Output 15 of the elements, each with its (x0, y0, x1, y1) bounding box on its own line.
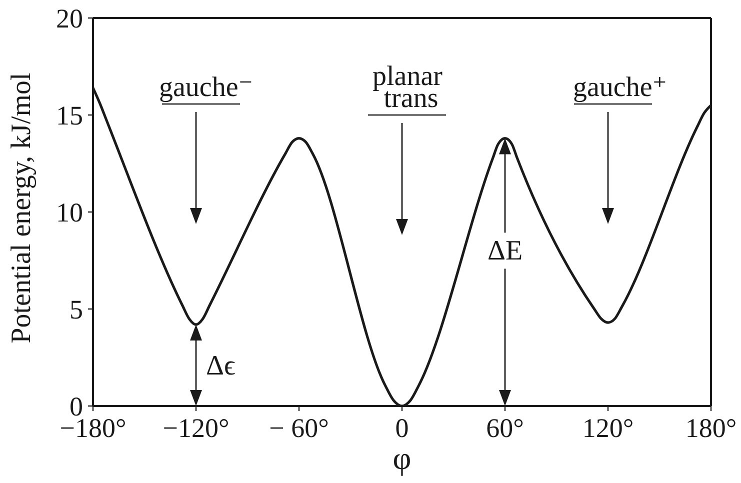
y-tick-label: 15 (56, 100, 83, 131)
x-tick-label: 60° (486, 413, 524, 444)
y-tick-label: 10 (56, 198, 83, 228)
x-tick-label: 120° (582, 413, 634, 444)
x-tick-label: −120° (162, 413, 230, 444)
annotation: gauche⁺ (572, 72, 668, 102)
y-tick-label: 5 (70, 294, 83, 325)
annotation: Δϵ (206, 350, 236, 381)
y-tick-label: 20 (56, 4, 83, 34)
annotation: planar trans (372, 60, 450, 114)
x-tick-label: 180° (685, 413, 737, 444)
y-axis-title: Potential energy, kJ/mol (6, 72, 36, 344)
annotation: ΔE (487, 235, 523, 266)
annotation: gauche⁻ (158, 72, 254, 102)
x-tick-label: − 60° (269, 413, 329, 444)
